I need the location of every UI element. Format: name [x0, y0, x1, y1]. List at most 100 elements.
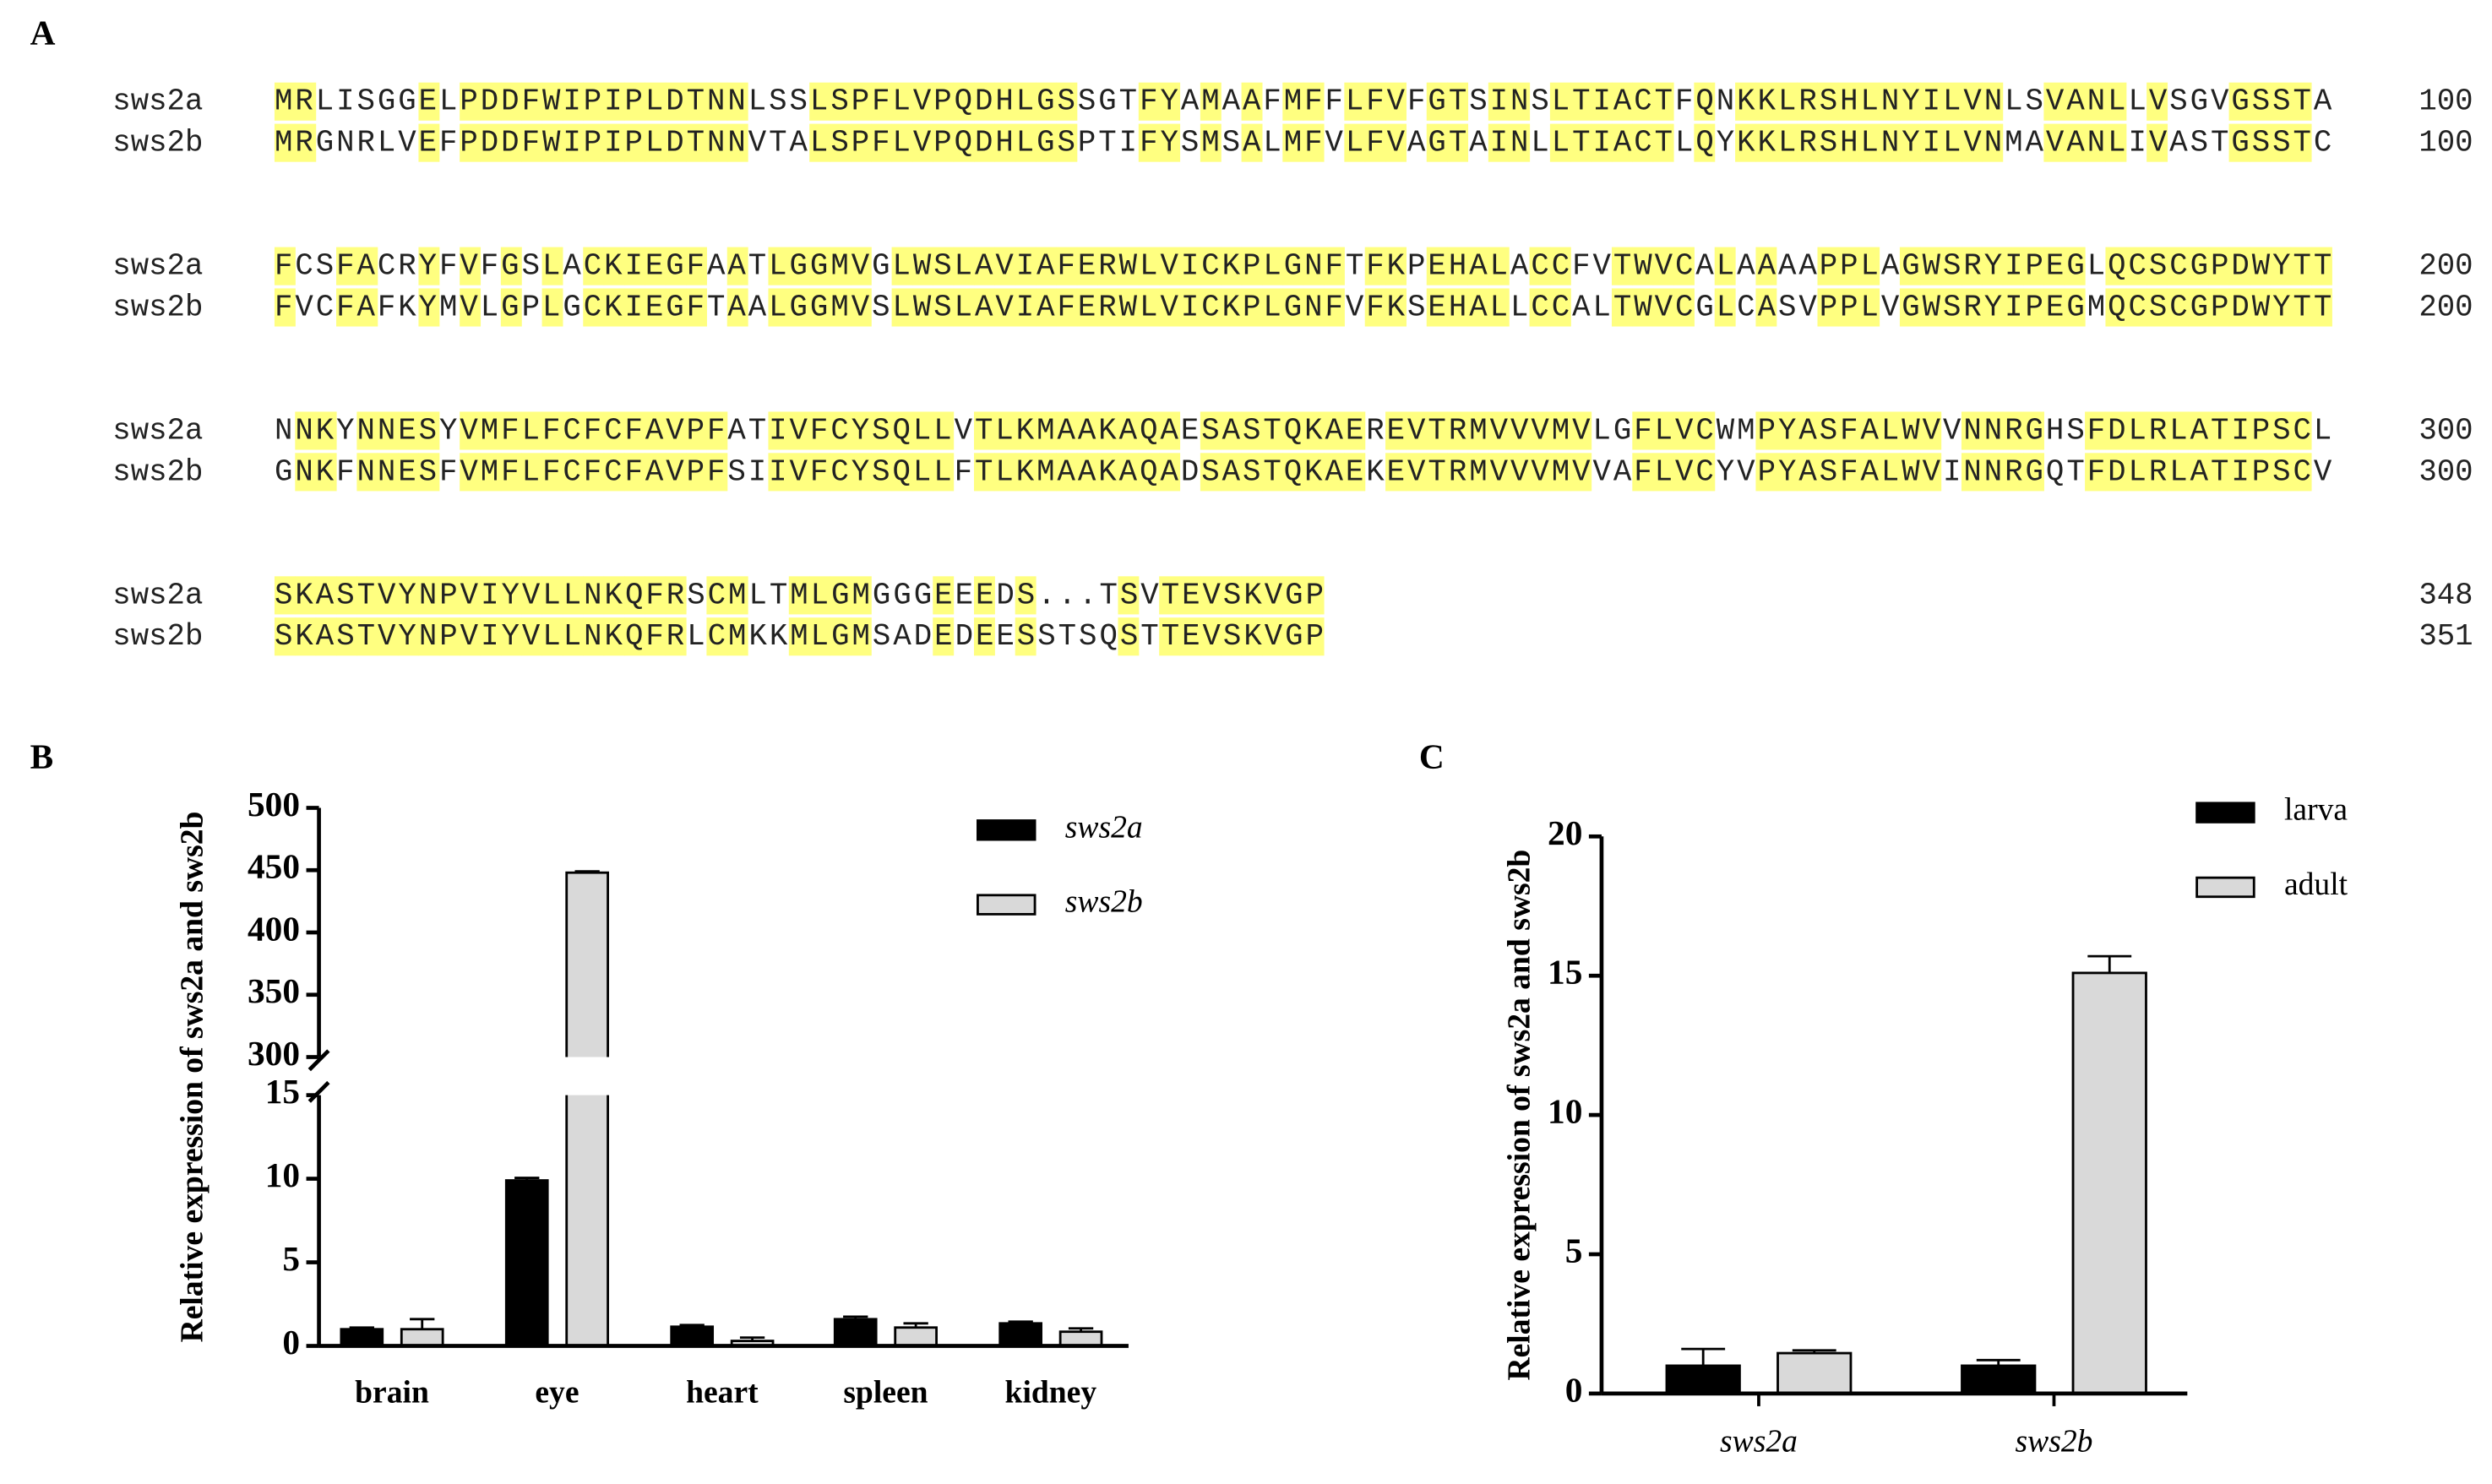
identity-highlight	[1837, 453, 1859, 492]
identity-highlight	[891, 123, 913, 162]
identity-highlight	[1138, 288, 1160, 327]
identity-highlight	[1488, 288, 1510, 327]
identity-highlight	[1426, 411, 1448, 450]
identity-highlight	[665, 247, 687, 285]
identity-highlight	[809, 82, 831, 121]
identity-highlight	[1221, 453, 1243, 492]
identity-highlight	[665, 123, 687, 162]
identity-highlight	[500, 247, 522, 285]
break-gap	[563, 1057, 612, 1095]
identity-highlight	[438, 576, 460, 615]
y-axis-label: Relative expression of sws2a and sws2b	[176, 812, 210, 1343]
bar	[340, 1328, 384, 1347]
identity-highlight	[2187, 453, 2209, 492]
identity-highlight	[1632, 453, 1654, 492]
identity-highlight	[1241, 123, 1263, 162]
legend-swatch	[977, 894, 1037, 916]
identity-highlight	[911, 82, 933, 121]
identity-highlight	[2249, 123, 2271, 162]
identity-highlight	[1282, 453, 1304, 492]
identity-highlight	[1549, 247, 1571, 285]
identity-highlight	[1036, 82, 1057, 121]
identity-highlight	[2310, 288, 2332, 327]
identity-highlight	[315, 576, 337, 615]
identity-highlight	[2064, 247, 2086, 285]
identity-highlight	[1797, 411, 1819, 450]
identity-highlight	[1159, 617, 1181, 656]
identity-highlight	[1221, 617, 1243, 656]
identity-highlight	[1138, 247, 1160, 285]
identity-highlight	[562, 617, 584, 656]
identity-highlight	[356, 411, 378, 450]
identity-highlight	[2002, 247, 2024, 285]
identity-highlight	[1385, 288, 1407, 327]
identity-highlight	[2290, 453, 2312, 492]
identity-highlight	[1488, 411, 1510, 450]
identity-highlight	[418, 82, 440, 121]
identity-highlight	[1673, 411, 1695, 450]
identity-highlight	[2105, 82, 2127, 121]
identity-highlight	[850, 576, 872, 615]
identity-highlight	[1015, 453, 1037, 492]
identity-highlight	[1241, 247, 1263, 285]
identity-highlight	[2043, 247, 2065, 285]
identity-highlight	[726, 617, 748, 656]
identity-highlight	[1221, 247, 1243, 285]
identity-highlight	[1529, 411, 1551, 450]
identity-highlight	[1673, 453, 1695, 492]
identity-highlight	[1015, 617, 1037, 656]
identity-highlight	[1817, 247, 1839, 285]
identity-highlight	[521, 453, 543, 492]
identity-highlight	[1344, 453, 1366, 492]
identity-highlight	[686, 411, 707, 450]
identity-highlight	[933, 123, 955, 162]
identity-highlight	[1200, 288, 1222, 327]
identity-highlight	[274, 82, 296, 121]
identity-highlight	[583, 288, 605, 327]
identity-highlight	[911, 411, 933, 450]
identity-highlight	[2167, 247, 2189, 285]
identity-highlight	[418, 123, 440, 162]
bar	[1777, 1351, 1853, 1395]
identity-highlight	[1241, 453, 1263, 492]
identity-highlight	[768, 247, 790, 285]
identity-highlight	[603, 453, 625, 492]
sequence: SKASTVYNPVIYVLLNKQFRSCMLTMLGMGGGEEEDS...…	[275, 578, 1324, 612]
identity-highlight	[562, 576, 584, 615]
identity-highlight	[2290, 82, 2312, 121]
identity-highlight	[706, 82, 728, 121]
identity-highlight	[2125, 453, 2147, 492]
identity-highlight	[1241, 617, 1263, 656]
identity-highlight	[1611, 82, 1633, 121]
identity-highlight	[623, 576, 645, 615]
identity-highlight	[2249, 453, 2271, 492]
identity-highlight	[1694, 411, 1716, 450]
identity-highlight	[1282, 82, 1304, 121]
identity-highlight	[933, 453, 955, 492]
identity-highlight	[1426, 453, 1448, 492]
identity-highlight	[1385, 453, 1407, 492]
identity-highlight	[377, 453, 399, 492]
identity-highlight	[2208, 411, 2230, 450]
identity-highlight	[2249, 247, 2271, 285]
identity-highlight	[809, 288, 831, 327]
identity-highlight	[891, 247, 913, 285]
sequence: SKASTVYNPVIYVLLNKQFRLCMKKMLGMSADEDEESSTS…	[275, 619, 1324, 654]
sequence-end: 300	[2419, 454, 2473, 489]
identity-highlight	[295, 123, 317, 162]
identity-highlight	[1920, 82, 1942, 121]
identity-highlight	[1899, 411, 1921, 450]
identity-highlight	[1488, 247, 1510, 285]
identity-highlight	[830, 617, 852, 656]
identity-highlight	[1817, 411, 1839, 450]
identity-highlight	[911, 288, 933, 327]
identity-highlight	[1591, 82, 1613, 121]
identity-highlight	[1549, 411, 1571, 450]
identity-highlight	[850, 82, 872, 121]
identity-highlight	[973, 288, 995, 327]
identity-highlight	[583, 453, 605, 492]
identity-highlight	[1611, 288, 1633, 327]
identity-highlight	[2167, 453, 2189, 492]
identity-highlight	[1899, 453, 1921, 492]
